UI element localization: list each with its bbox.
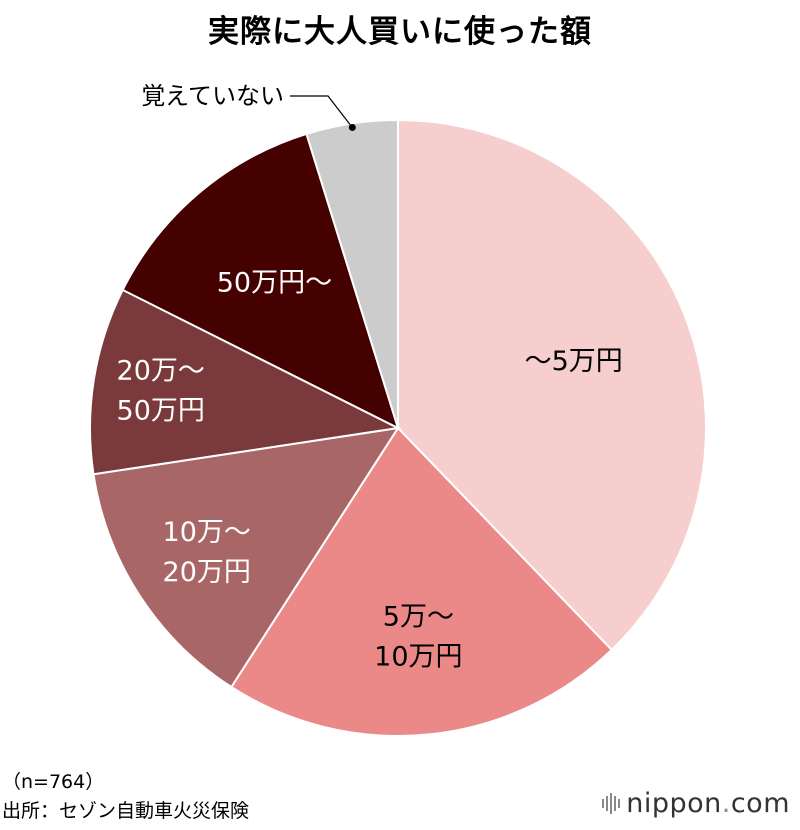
pie-slice-4 <box>89 288 402 476</box>
logo-bars-icon <box>602 793 621 815</box>
slice-label-6: 覚えていない <box>141 82 284 110</box>
slice-label-4-line-2: 50万円 <box>117 395 205 426</box>
slice-label-2-line-2: 10万円 <box>374 641 462 672</box>
chart-title: 実際に大人買いに使った額 <box>208 14 592 50</box>
pie-slice-3 <box>92 426 401 689</box>
logo-wordmark: nippon.com <box>626 788 790 819</box>
slice-label-3-line-2: 20万円 <box>163 557 251 588</box>
callout-leader-line <box>290 95 353 128</box>
slice-label-2-line-1: 5万〜 <box>383 601 454 632</box>
slice-label-3-line-1: 10万〜 <box>163 517 251 548</box>
slice-label-4-line-1: 20万〜 <box>117 355 205 386</box>
pie-slice-6 <box>305 118 399 429</box>
slice-label-1-line-1: 〜5万円 <box>525 346 623 377</box>
nippon-logo[interactable]: nippon.com <box>602 788 790 819</box>
pie-slice-2 <box>229 426 614 737</box>
slice-label-5-line-1: 50万円〜 <box>217 267 332 298</box>
pie-slice-1 <box>397 118 707 652</box>
callout-dot <box>348 123 356 131</box>
source-note: 出所：セゾン自動車火災保険 <box>2 800 250 822</box>
sample-size-note: （n=764） <box>2 771 105 793</box>
pie-labels: 〜5万円 5万〜 10万円 10万〜 20万円 20万〜 50万円 50万円〜 覚えていない <box>117 82 623 672</box>
pie-slices <box>89 118 707 737</box>
